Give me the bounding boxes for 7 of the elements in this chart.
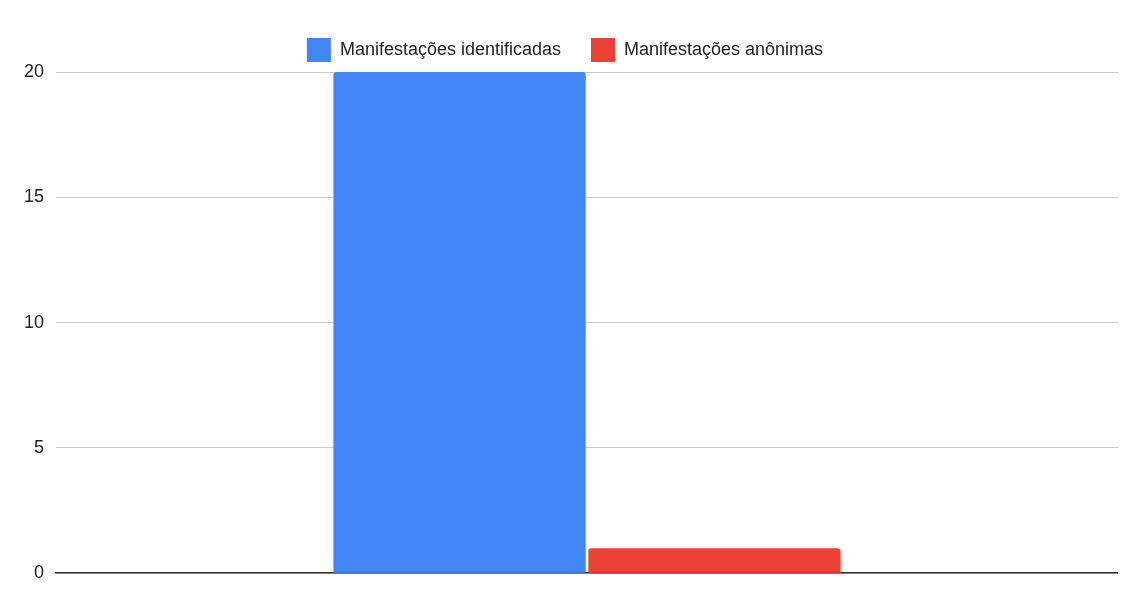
y-tick-label: 10 [23, 311, 45, 332]
legend-label: Manifestações anônimas [624, 38, 824, 59]
legend-label: Manifestações identificadas [339, 38, 562, 59]
y-tick-label: 15 [23, 186, 45, 207]
y-tick-label: 5 [34, 436, 45, 457]
y-tick-label: 0 [34, 562, 45, 583]
y-tick-label: 20 [23, 60, 45, 81]
